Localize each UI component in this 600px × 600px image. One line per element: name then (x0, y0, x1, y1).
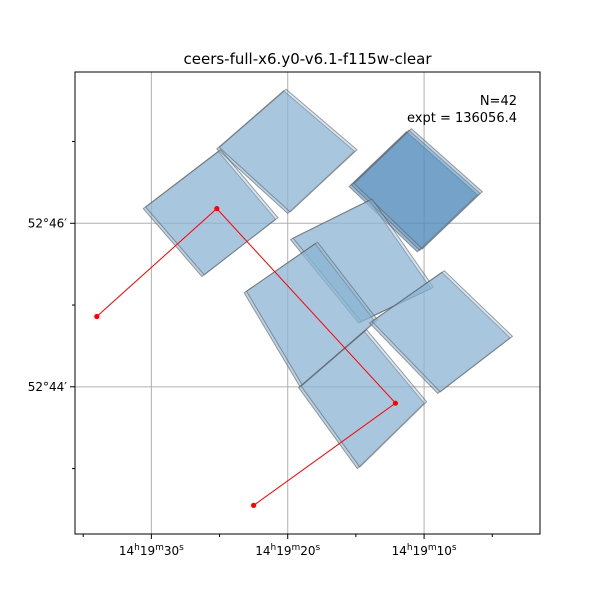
chart-title: ceers-full-x6.y0-v6.1-f115w-clear (184, 50, 433, 68)
footprint-far-right (368, 270, 514, 395)
footprint-exposure (144, 149, 279, 276)
exposure-annotation: expt = 136056.4 (407, 111, 517, 126)
y-tick-label: 52°44′ (28, 380, 68, 394)
footprint-upper-right-deep (348, 128, 484, 253)
pointing-path-point (94, 313, 100, 320)
axis-ticks: 14h19m30s 14h19m20s 14h19m10s 52°44′ 52°46′ (28, 141, 493, 558)
footprint-exposure (216, 90, 356, 215)
footprint-exposure (353, 128, 484, 250)
footprint-exposure (348, 131, 479, 253)
footprint-top-center (216, 88, 358, 215)
pointing-path-point (392, 400, 399, 406)
pointing-path-point (251, 502, 257, 508)
x-tick-label: 14h19m30s (119, 543, 184, 558)
pointing-path-layer (94, 205, 399, 508)
axes-frame (74, 71, 541, 535)
pointing-path-line (96, 207, 397, 506)
y-tick-label: 52°46′ (28, 216, 68, 230)
footprint-exposure (371, 270, 514, 393)
footprint-exposure (218, 88, 358, 213)
footprint-exposure (350, 129, 481, 252)
x-tick-label: 14h19m20s (255, 543, 320, 558)
count-annotation: N=42 (480, 94, 517, 109)
plot-area: 14h19m30s 14h19m20s 14h19m10s 52°44′ 52°46′ (28, 71, 541, 558)
pointing-path-point (214, 205, 220, 212)
x-tick-label: 14h19m10s (392, 543, 457, 558)
